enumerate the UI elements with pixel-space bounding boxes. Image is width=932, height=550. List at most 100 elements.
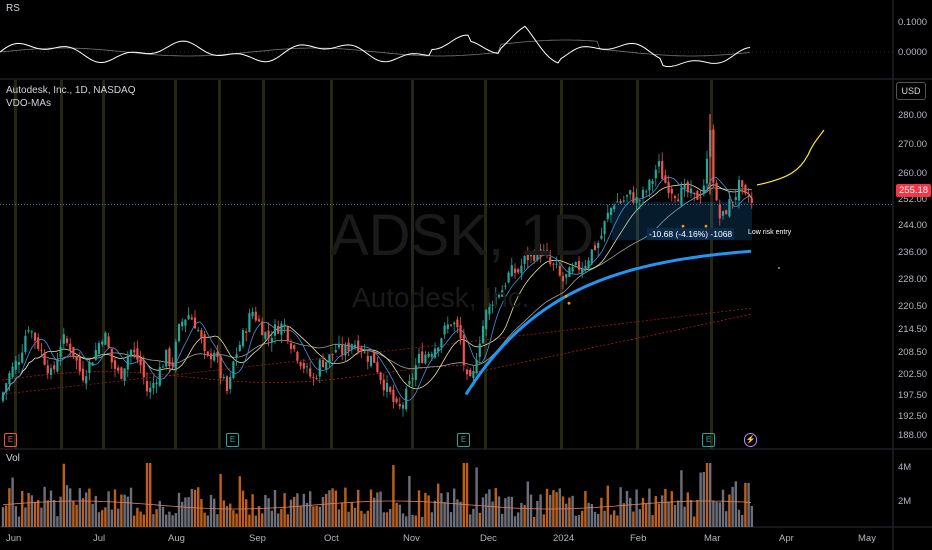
candle-body — [312, 377, 315, 379]
candle-body — [104, 332, 107, 345]
volume-bar — [632, 511, 635, 527]
earnings-badge[interactable]: E — [4, 433, 17, 447]
volume-bar — [504, 498, 507, 527]
candle-body — [248, 313, 251, 332]
volume-label: Vol — [6, 453, 20, 464]
candle-body — [155, 382, 158, 385]
earnings-badge[interactable]: E — [226, 433, 239, 447]
candle-body — [293, 345, 296, 349]
volume-bar — [117, 508, 120, 527]
candle-body — [321, 359, 325, 368]
candle-body — [443, 325, 446, 335]
candle-body — [277, 325, 280, 334]
volume-bar — [129, 487, 133, 527]
currency-button[interactable]: USD — [896, 82, 926, 100]
volume-bar — [296, 493, 299, 527]
candle-body — [305, 366, 309, 368]
candle-body — [526, 252, 529, 261]
earnings-badge[interactable]: E — [457, 433, 470, 447]
volume-bar — [686, 492, 689, 527]
candle-body — [353, 344, 357, 348]
volume-bar — [315, 505, 318, 527]
signal-dot — [567, 301, 571, 305]
volume-bar — [168, 511, 171, 527]
volume-bar — [369, 489, 373, 527]
volume-bar — [433, 500, 437, 527]
candle-body — [670, 188, 673, 194]
volume-bar — [120, 494, 123, 527]
volume-bar — [549, 494, 552, 527]
volume-bar — [718, 502, 721, 527]
volume-bar — [200, 499, 203, 527]
volume-bar — [552, 490, 555, 527]
candle-body — [161, 366, 165, 368]
volume-bar — [235, 513, 238, 527]
week-marker — [218, 80, 221, 449]
volume-bar — [123, 494, 126, 527]
volume-bar — [257, 506, 261, 527]
candle-body — [337, 343, 341, 348]
week-marker — [60, 80, 63, 449]
candle-body — [501, 290, 504, 297]
volume-bar — [478, 512, 481, 527]
price-tick: 202.50 — [898, 369, 928, 380]
indicator-label[interactable]: VDO-MAs — [6, 98, 51, 109]
earnings-badge[interactable]: E — [702, 433, 715, 447]
candle-body — [581, 268, 584, 274]
volume-bar — [542, 514, 545, 527]
price-tick: 244.00 — [898, 220, 928, 231]
price-tick: 280.00 — [898, 110, 928, 121]
candle-body — [8, 373, 11, 385]
time-tick: Mar — [704, 533, 721, 544]
volume-bar — [75, 504, 78, 527]
candle-body — [283, 324, 286, 327]
volume-bar — [53, 499, 56, 527]
candle-body — [629, 190, 632, 195]
time-tick: Dec — [480, 533, 497, 544]
volume-bar — [91, 503, 94, 527]
candle-body — [382, 379, 385, 391]
volume-bar — [152, 514, 155, 527]
candle-body — [696, 190, 699, 200]
candle-body — [667, 182, 670, 193]
time-tick: Aug — [168, 533, 185, 544]
candle-body — [309, 368, 312, 377]
volume-bar — [382, 512, 385, 527]
rs-tick: 0.1000 — [898, 17, 928, 28]
candle-body — [750, 198, 753, 203]
price-tick: 197.50 — [898, 390, 928, 401]
chart-title[interactable]: Autodesk, Inc., 1D, NASDAQ — [6, 85, 136, 96]
volume-bar — [88, 488, 91, 527]
volume-bar — [398, 504, 401, 527]
volume-bar — [72, 500, 75, 527]
candle-body — [401, 404, 405, 409]
candle-body — [718, 204, 721, 219]
volume-bar — [453, 488, 456, 527]
volume-bar — [171, 515, 174, 527]
candle-body — [613, 205, 616, 210]
last-price-tag: 255.18 — [896, 184, 932, 197]
candle-body — [190, 317, 193, 320]
volume-bar — [485, 493, 488, 527]
volume-bar — [481, 497, 485, 527]
candle-body — [142, 360, 145, 378]
candle-body — [552, 263, 555, 265]
volume-bar — [507, 496, 510, 527]
volume-bar — [193, 489, 197, 527]
week-marker — [330, 80, 333, 449]
volume-bar — [62, 463, 65, 527]
candle-body — [241, 330, 245, 347]
volume-bar — [229, 503, 232, 527]
signal-dot — [704, 224, 708, 228]
candle-body — [437, 347, 440, 352]
candle-body — [280, 323, 283, 335]
volume-bar — [622, 503, 625, 527]
volume-bar — [43, 486, 46, 527]
volume-bar — [651, 515, 654, 527]
volume-bar — [437, 483, 440, 527]
volume-bar — [702, 471, 705, 527]
volume-bar — [469, 514, 472, 527]
volume-bar — [78, 488, 81, 527]
dividend-badge[interactable]: ⚡ — [744, 433, 757, 447]
candle-body — [334, 350, 337, 353]
